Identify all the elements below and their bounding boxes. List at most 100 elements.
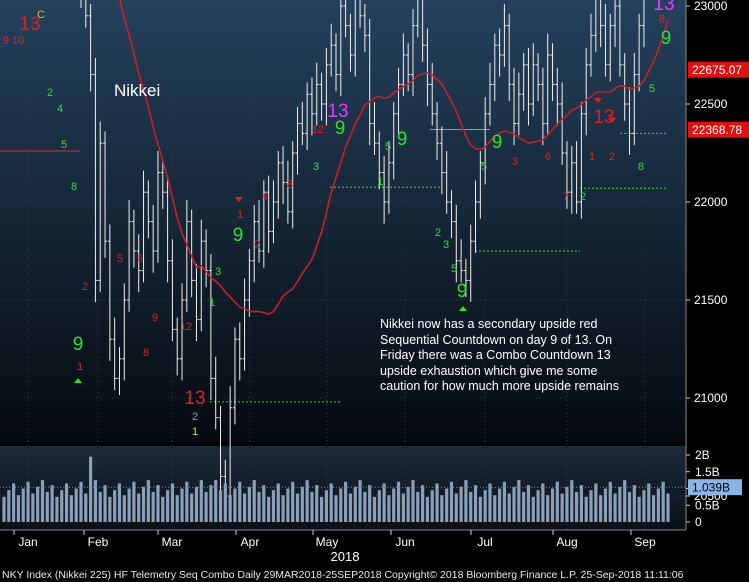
seq-count-label: 9 <box>397 129 408 150</box>
volume-bar <box>36 486 40 522</box>
volume-bar <box>416 491 420 522</box>
seq-count-label: 13 <box>184 388 205 409</box>
seq-count-digit: 7 <box>563 191 569 203</box>
volume-tick-label: 0.5B <box>695 498 720 512</box>
volume-bar <box>387 495 391 522</box>
volume-bar <box>502 481 507 522</box>
seq-count-digit: 4 <box>57 103 63 115</box>
volume-bar <box>98 491 102 522</box>
seq-count-label: 9 <box>457 281 468 302</box>
seq-count-label: 9 <box>73 334 84 355</box>
seq-count-digit: 9 <box>152 312 158 324</box>
volume-bar <box>281 495 285 522</box>
volume-bar <box>170 483 175 522</box>
seq-count-digit: 6 <box>137 253 143 265</box>
volume-bar <box>555 481 559 522</box>
up-arrow-icon <box>74 378 82 383</box>
seq-count-digit: 5 <box>649 83 655 95</box>
volume-bar <box>228 495 232 522</box>
volume-bar <box>329 483 333 522</box>
seq-count-digit: 12 <box>312 124 324 136</box>
volume-tick-label: 2B <box>695 448 710 462</box>
volume-bar <box>560 493 564 522</box>
volume-bar <box>642 490 646 522</box>
volume-bar <box>2 496 6 522</box>
volume-bar <box>305 480 309 522</box>
volume-tick-label: 0 <box>695 515 702 529</box>
volume-bar <box>507 493 511 522</box>
volume-bar <box>473 485 478 522</box>
volume-bar <box>449 481 454 522</box>
volume-bar <box>623 480 627 522</box>
volume-bar <box>531 496 535 522</box>
seq-count-label: 2 <box>192 411 198 423</box>
volume-bar <box>295 493 300 522</box>
moving-average-line <box>119 0 669 316</box>
volume-bar <box>185 481 189 522</box>
seq-count-digit: 3 <box>512 156 518 168</box>
volume-bar <box>411 480 415 522</box>
seq-count-digit: 1 <box>377 176 383 188</box>
seq-count-label: 13 <box>19 14 40 35</box>
y-axis-area <box>686 0 749 530</box>
seq-count-digit: 2 <box>435 227 441 239</box>
y-tick-label: 21000 <box>694 391 728 405</box>
volume-bar <box>267 496 271 522</box>
volume-bar <box>579 485 583 522</box>
seq-count-digit: 2 <box>47 87 53 99</box>
y-tick-label: 22500 <box>694 97 728 111</box>
volume-bar <box>84 493 88 522</box>
volume-bar <box>122 495 126 522</box>
volume-bar <box>574 491 579 522</box>
volume-bar <box>79 481 83 522</box>
seq-count-digit: 3 <box>215 266 221 278</box>
seq-count-label: 9 <box>233 225 244 246</box>
seq-count-digit: 4 <box>262 191 268 203</box>
x-tick-label: Sep <box>634 535 656 549</box>
seq-count-digit: 1 <box>237 209 243 221</box>
annotation-text: Nikkei now has a secondary upside red Se… <box>380 317 620 394</box>
volume-bar <box>589 490 593 522</box>
down-arrow-icon <box>608 118 616 123</box>
seq-count-digit: 12 <box>180 321 192 333</box>
volume-bar <box>12 483 16 522</box>
volume-bar <box>430 490 434 522</box>
volume-bar <box>613 493 617 522</box>
volume-bar <box>190 493 194 522</box>
volume-bar <box>223 483 227 522</box>
volume-bar <box>276 483 280 522</box>
volume-bar <box>401 493 405 522</box>
volume-bar <box>16 495 21 522</box>
volume-bar <box>310 491 314 522</box>
price-tag-label: 22675.07 <box>692 63 742 77</box>
volume-bar <box>238 481 242 522</box>
volume-bar <box>488 483 492 522</box>
volume-bar <box>161 496 165 522</box>
down-arrow-icon <box>594 98 602 103</box>
volume-bar <box>526 485 531 522</box>
volume-bar <box>262 485 266 522</box>
volume-bar <box>257 491 261 522</box>
seq-count-digit: 5 <box>451 263 457 275</box>
volume-current-tag <box>688 479 742 496</box>
seq-count-digit: 2 <box>82 281 88 293</box>
volume-bar <box>647 483 651 522</box>
seq-count-digit: 2 <box>580 191 586 203</box>
volume-bar <box>406 486 410 522</box>
volume-bar <box>541 483 545 522</box>
volume-bar <box>382 483 386 522</box>
volume-bar <box>209 485 213 522</box>
volume-bar <box>271 490 276 522</box>
price-tag <box>688 121 749 138</box>
price-tag-label: 22368.78 <box>692 123 742 137</box>
volume-bar <box>599 495 603 522</box>
seq-count-label: 9 <box>492 132 503 153</box>
volume-bar <box>651 495 656 522</box>
volume-bar <box>291 481 295 522</box>
volume-bar <box>146 480 150 522</box>
seq-count-digit: 8 <box>659 13 665 25</box>
volume-bar <box>603 488 608 522</box>
volume-bar <box>666 493 670 522</box>
volume-bar <box>421 485 425 522</box>
